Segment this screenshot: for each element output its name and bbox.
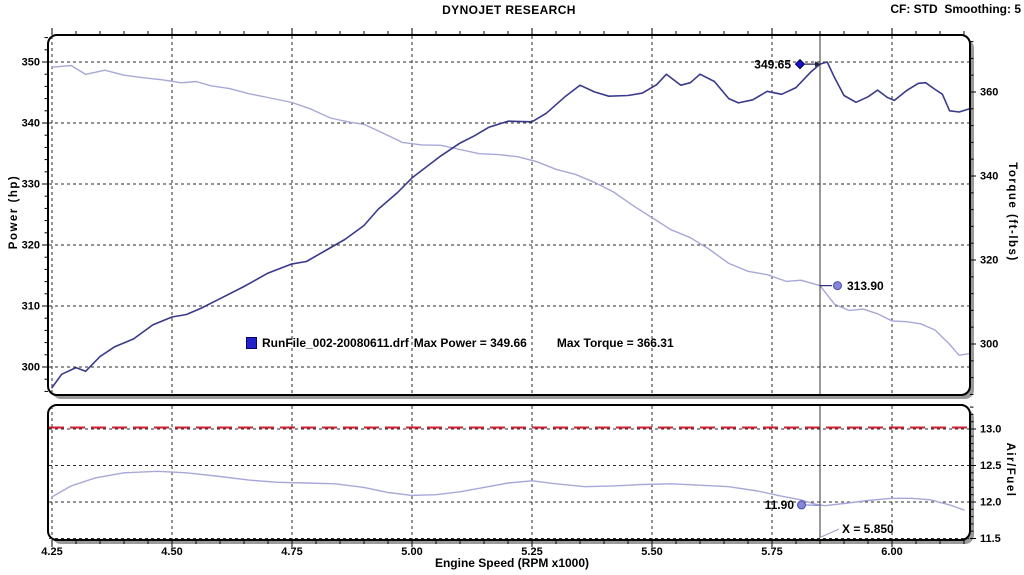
torque-marker-dot[interactable] xyxy=(833,281,842,291)
cursor-x-leader xyxy=(820,528,840,538)
afr-marker-leader xyxy=(805,504,821,507)
run-file-name: RunFile_002-20080611.drf xyxy=(262,336,409,350)
chart-title: DYNOJET RESEARCH xyxy=(442,3,576,17)
rpm-tick-label: 4.75 xyxy=(281,546,302,558)
afr-tick-label: 11.5 xyxy=(980,533,1001,545)
power-marker-diamond[interactable] xyxy=(794,58,806,70)
power-tick-label: 340 xyxy=(22,118,40,130)
power-tick-label: 350 xyxy=(22,57,40,69)
run-color-swatch xyxy=(246,337,257,349)
rpm-tick-label: 4.25 xyxy=(41,546,62,558)
run-legend[interactable]: RunFile_002-20080611.drf Max Power = 349… xyxy=(246,336,674,350)
afr-marker-dot[interactable] xyxy=(797,500,806,510)
max-power-readout: Max Power = 349.66 xyxy=(413,336,527,350)
power-axis-title: Power (hp) xyxy=(8,174,20,250)
afr-tick-label: 12.5 xyxy=(980,460,1001,472)
power-cursor-value: 349.65 xyxy=(754,57,791,71)
rpm-tick-label: 6.00 xyxy=(881,546,902,558)
power-tick-label: 320 xyxy=(22,240,40,252)
cursor-x-value: X = 5.850 xyxy=(842,522,894,536)
max-torque-readout: Max Torque = 366.31 xyxy=(556,336,674,350)
torque-tick-label: 360 xyxy=(980,87,998,99)
correction-smoothing-info: CF: STD Smoothing: 5 xyxy=(890,2,1021,16)
rpm-tick-label: 5.00 xyxy=(401,546,422,558)
rpm-tick-label: 5.25 xyxy=(521,546,542,558)
torque-curve xyxy=(51,64,969,356)
rpm-tick-label: 5.75 xyxy=(761,546,782,558)
panel-frame xyxy=(47,34,971,396)
afr-tick-label: 13.0 xyxy=(980,424,1001,436)
afr-axis-title: Air/Fuel xyxy=(1004,442,1016,498)
afr-tick-label: 12.0 xyxy=(980,497,1001,509)
rpm-tick-label: 5.50 xyxy=(641,546,662,558)
power-tick-label: 310 xyxy=(22,301,40,313)
power-tick-label: 330 xyxy=(22,179,40,191)
rpm-tick-label: 4.50 xyxy=(161,546,182,558)
power-curve xyxy=(51,61,969,389)
rpm-axis-title: Engine Speed (RPM x1000) xyxy=(434,556,590,570)
afr-curve xyxy=(51,470,965,511)
power-marker-arrow xyxy=(815,61,821,67)
afr-cursor-value: 11.90 xyxy=(765,498,795,512)
torque-tick-label: 340 xyxy=(980,171,998,183)
power-tick-label: 300 xyxy=(22,362,40,374)
torque-axis-title: Torque (ft-lbs) xyxy=(1006,162,1018,262)
torque-cursor-value: 313.90 xyxy=(847,279,884,293)
torque-tick-label: 300 xyxy=(980,339,998,351)
torque-tick-label: 320 xyxy=(980,255,998,267)
